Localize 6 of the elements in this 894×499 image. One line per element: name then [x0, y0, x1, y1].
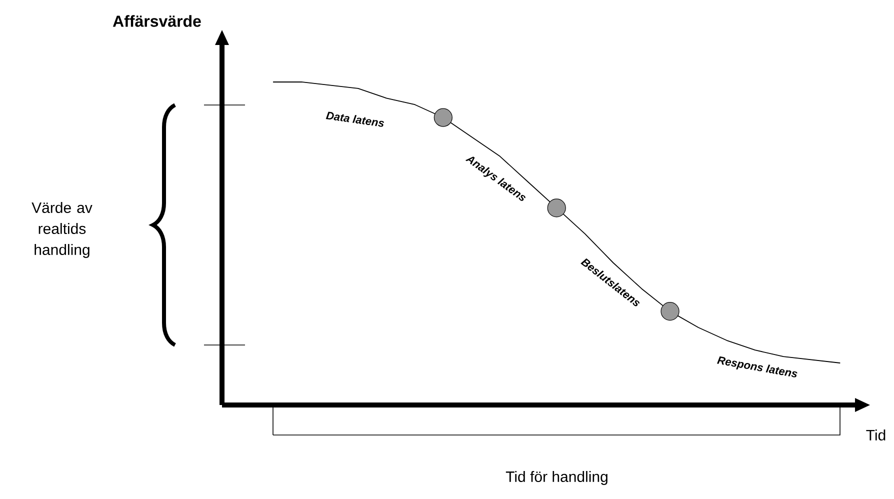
text: Tid för handling — [506, 471, 608, 485]
x-axis-title: Tid — [866, 429, 886, 441]
annotation: Data latens — [326, 112, 384, 127]
y-axis-title: Affärsvärde — [112, 15, 201, 27]
text: Värde av realtids handling — [32, 202, 92, 258]
annotation: Respons latens — [717, 356, 798, 378]
